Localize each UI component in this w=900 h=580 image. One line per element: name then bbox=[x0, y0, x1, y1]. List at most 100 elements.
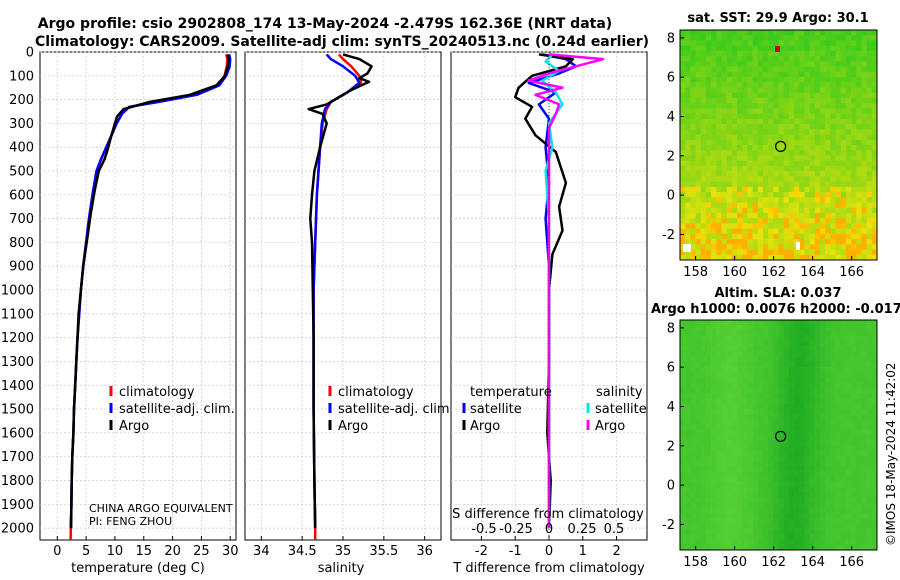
map-cell bbox=[840, 367, 847, 373]
map-cell bbox=[757, 228, 764, 235]
map-cell bbox=[835, 502, 842, 509]
map-cell bbox=[742, 539, 748, 546]
map-cell bbox=[695, 518, 702, 525]
map-cell bbox=[809, 502, 816, 509]
map-cell bbox=[799, 192, 805, 198]
map-cell bbox=[866, 108, 873, 114]
map-cell bbox=[711, 77, 717, 83]
map-cell bbox=[721, 35, 727, 41]
map-cell bbox=[861, 351, 867, 357]
map-cell bbox=[711, 356, 717, 363]
map-cell bbox=[866, 466, 873, 472]
map-cell bbox=[752, 461, 759, 467]
map-cell bbox=[809, 103, 816, 109]
map-cell bbox=[856, 461, 862, 467]
map-cell bbox=[871, 539, 878, 546]
salinity-axis-label: salinity bbox=[318, 561, 365, 576]
map-cell bbox=[851, 92, 857, 99]
map-cell bbox=[721, 508, 727, 514]
map-cell bbox=[830, 160, 836, 167]
map-cell bbox=[871, 249, 878, 256]
map-cell bbox=[762, 249, 769, 256]
map-cell bbox=[752, 471, 759, 478]
map-cell bbox=[747, 145, 753, 151]
map-cell bbox=[737, 192, 743, 198]
map-cell bbox=[794, 492, 800, 499]
map-cell bbox=[788, 513, 795, 519]
map-cell bbox=[851, 482, 857, 488]
map-cell bbox=[804, 124, 810, 130]
map-cell bbox=[737, 50, 743, 57]
map-cell bbox=[695, 487, 702, 493]
map-cell bbox=[830, 233, 836, 240]
map-cell bbox=[690, 129, 696, 135]
map-cell bbox=[690, 218, 696, 224]
map-cell bbox=[716, 435, 722, 441]
map-cell bbox=[690, 244, 696, 250]
map-cell bbox=[762, 103, 769, 109]
map-cell bbox=[695, 171, 702, 177]
map-cell bbox=[845, 466, 852, 472]
map-cell bbox=[851, 372, 857, 378]
map-cell bbox=[680, 66, 686, 73]
map-cell bbox=[731, 87, 738, 94]
map-cell bbox=[680, 393, 686, 399]
x-tick-label: 34 bbox=[253, 544, 270, 559]
map-cell bbox=[747, 202, 753, 209]
map-cell bbox=[804, 254, 810, 261]
map-cell bbox=[804, 544, 810, 551]
map-cell bbox=[742, 466, 748, 472]
map-cell bbox=[762, 192, 769, 198]
map-cell bbox=[773, 424, 779, 431]
map-cell bbox=[757, 455, 764, 462]
map-cell bbox=[871, 150, 878, 156]
map-cell bbox=[861, 414, 867, 420]
map-cell bbox=[814, 218, 821, 224]
map-cell bbox=[705, 361, 712, 368]
map-cell bbox=[705, 129, 712, 135]
map-cell bbox=[773, 66, 779, 73]
map-cell bbox=[819, 239, 826, 245]
map-cell bbox=[835, 403, 842, 410]
map-cell bbox=[742, 92, 748, 99]
map-cell bbox=[835, 145, 842, 151]
map-cell bbox=[856, 218, 862, 224]
map-cell bbox=[861, 377, 867, 384]
map-cell bbox=[700, 518, 707, 525]
map-cell bbox=[716, 482, 722, 488]
map-cell bbox=[799, 244, 805, 250]
map-cell bbox=[866, 160, 873, 167]
x-tick-label: 10 bbox=[107, 544, 124, 559]
map-cell bbox=[752, 202, 759, 209]
map-cell bbox=[814, 544, 821, 551]
map-cell bbox=[799, 544, 805, 551]
map-cell bbox=[814, 202, 821, 209]
map-cell bbox=[716, 487, 722, 493]
map-cell bbox=[788, 212, 795, 219]
map-cell bbox=[731, 372, 738, 378]
map-cell bbox=[757, 239, 764, 245]
map-cell bbox=[773, 367, 779, 373]
map-cell bbox=[711, 82, 717, 88]
map-cell bbox=[695, 254, 702, 261]
map-cell bbox=[695, 186, 702, 193]
map-cell bbox=[794, 145, 800, 151]
map-cell bbox=[726, 118, 733, 125]
map-cell bbox=[685, 492, 691, 499]
map-cell bbox=[819, 97, 826, 104]
map-cell bbox=[783, 476, 790, 483]
map-cell bbox=[825, 351, 831, 357]
map-cell bbox=[721, 30, 727, 36]
map-cell bbox=[871, 419, 878, 425]
map-cell bbox=[851, 134, 857, 141]
map-cell bbox=[747, 87, 753, 94]
map-cell bbox=[778, 160, 784, 167]
map-cell bbox=[783, 145, 790, 151]
map-cell bbox=[819, 197, 826, 203]
map-x-tick-label: 160 bbox=[722, 555, 747, 570]
map-cell bbox=[731, 492, 738, 499]
map-cell bbox=[809, 419, 816, 425]
map-cell bbox=[856, 429, 862, 436]
map-cell bbox=[768, 346, 774, 352]
map-cell bbox=[851, 103, 857, 109]
